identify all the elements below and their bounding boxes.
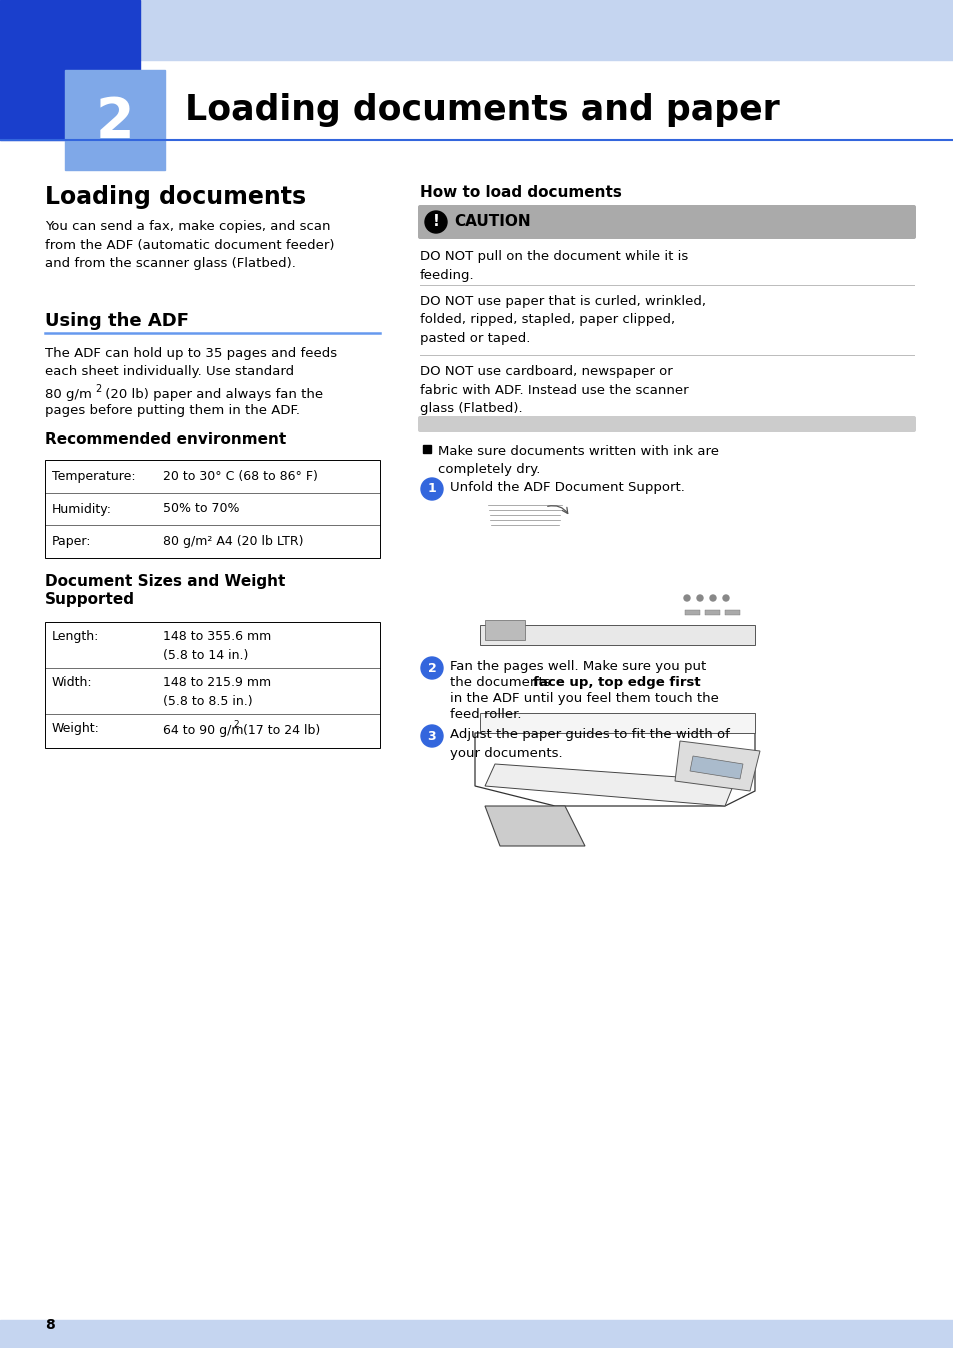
Text: CAUTION: CAUTION [454, 214, 530, 229]
Text: Loading documents: Loading documents [45, 185, 306, 209]
Text: 50% to 70%: 50% to 70% [163, 503, 239, 515]
Text: Paper:: Paper: [52, 535, 91, 549]
Text: pages before putting them in the ADF.: pages before putting them in the ADF. [45, 404, 299, 417]
Text: Width:: Width: [52, 675, 92, 689]
Text: (17 to 24 lb): (17 to 24 lb) [239, 724, 320, 737]
FancyBboxPatch shape [417, 417, 915, 431]
Bar [0, 0, 140, 140]
Text: DO NOT use paper that is curled, wrinkled,
folded, ripped, stapled, paper clippe: DO NOT use paper that is curled, wrinkle… [419, 295, 705, 345]
Bar [724, 611, 740, 615]
Text: Supported: Supported [45, 592, 135, 607]
Text: Temperature:: Temperature: [52, 470, 135, 483]
Text: DO NOT pull on the document while it is
feeding.: DO NOT pull on the document while it is … [419, 249, 687, 282]
Text: Length:: Length: [52, 630, 99, 643]
Text: 2: 2 [95, 94, 134, 150]
Text: Adjust the paper guides to fit the width of
your documents.: Adjust the paper guides to fit the width… [450, 728, 729, 759]
Text: Unfold the ADF Document Support.: Unfold the ADF Document Support. [450, 481, 684, 493]
Text: in the ADF until you feel them touch the: in the ADF until you feel them touch the [450, 692, 719, 705]
Text: 20 to 30° C (68 to 86° F): 20 to 30° C (68 to 86° F) [163, 470, 317, 483]
Text: Fan the pages well. Make sure you put: Fan the pages well. Make sure you put [450, 661, 705, 673]
Text: 1: 1 [427, 483, 436, 496]
Text: 2: 2 [95, 384, 101, 394]
Bar [484, 620, 524, 640]
Bar [422, 445, 431, 453]
Text: Make sure documents written with ink are
completely dry.: Make sure documents written with ink are… [437, 445, 719, 476]
Bar [65, 70, 165, 170]
Bar [0, 1320, 953, 1348]
Text: Document Sizes and Weight: Document Sizes and Weight [45, 574, 285, 589]
Text: 80 g/m² A4 (20 lb LTR): 80 g/m² A4 (20 lb LTR) [163, 535, 303, 549]
Text: Weight:: Weight: [52, 723, 100, 735]
Polygon shape [484, 764, 734, 806]
Text: How to load documents: How to load documents [419, 185, 621, 200]
Text: The ADF can hold up to 35 pages and feeds
each sheet individually. Use standard: The ADF can hold up to 35 pages and feed… [45, 346, 336, 379]
Bar [704, 611, 720, 615]
Text: 64 to 90 g/m: 64 to 90 g/m [163, 724, 243, 737]
Text: the documents: the documents [450, 675, 554, 689]
Text: Recommended environment: Recommended environment [45, 431, 286, 448]
Circle shape [683, 594, 689, 601]
Bar [479, 625, 754, 644]
Text: Using the ADF: Using the ADF [45, 311, 189, 330]
Circle shape [420, 725, 442, 747]
Text: 148 to 215.9 mm
(5.8 to 8.5 in.): 148 to 215.9 mm (5.8 to 8.5 in.) [163, 675, 271, 708]
Circle shape [420, 656, 442, 679]
Text: feed roller.: feed roller. [450, 708, 521, 721]
Text: 8: 8 [45, 1318, 54, 1332]
Text: 148 to 355.6 mm
(5.8 to 14 in.): 148 to 355.6 mm (5.8 to 14 in.) [163, 630, 271, 662]
Circle shape [709, 594, 716, 601]
Text: DO NOT use cardboard, newspaper or
fabric with ADF. Instead use the scanner
glas: DO NOT use cardboard, newspaper or fabri… [419, 365, 688, 415]
Bar [684, 611, 700, 615]
Polygon shape [479, 713, 754, 733]
Text: (20 lb) paper and always fan the: (20 lb) paper and always fan the [101, 388, 323, 400]
Circle shape [420, 479, 442, 500]
Polygon shape [484, 806, 584, 847]
Text: !: ! [432, 214, 439, 229]
Bar [0, 0, 953, 61]
Text: Loading documents and paper: Loading documents and paper [185, 93, 779, 127]
Circle shape [697, 594, 702, 601]
Text: 2: 2 [427, 662, 436, 674]
Text: 80 g/m: 80 g/m [45, 388, 91, 400]
Text: face up, top edge first: face up, top edge first [533, 675, 700, 689]
FancyBboxPatch shape [417, 205, 915, 239]
Bar [45, 621, 379, 748]
Polygon shape [689, 756, 742, 779]
Polygon shape [675, 741, 760, 791]
Text: You can send a fax, make copies, and scan
from the ADF (automatic document feede: You can send a fax, make copies, and sca… [45, 220, 335, 270]
Bar [45, 460, 379, 558]
Text: 2: 2 [233, 720, 238, 729]
Text: Humidity:: Humidity: [52, 503, 112, 515]
Text: 3: 3 [427, 729, 436, 743]
Circle shape [722, 594, 728, 601]
Circle shape [424, 212, 447, 233]
